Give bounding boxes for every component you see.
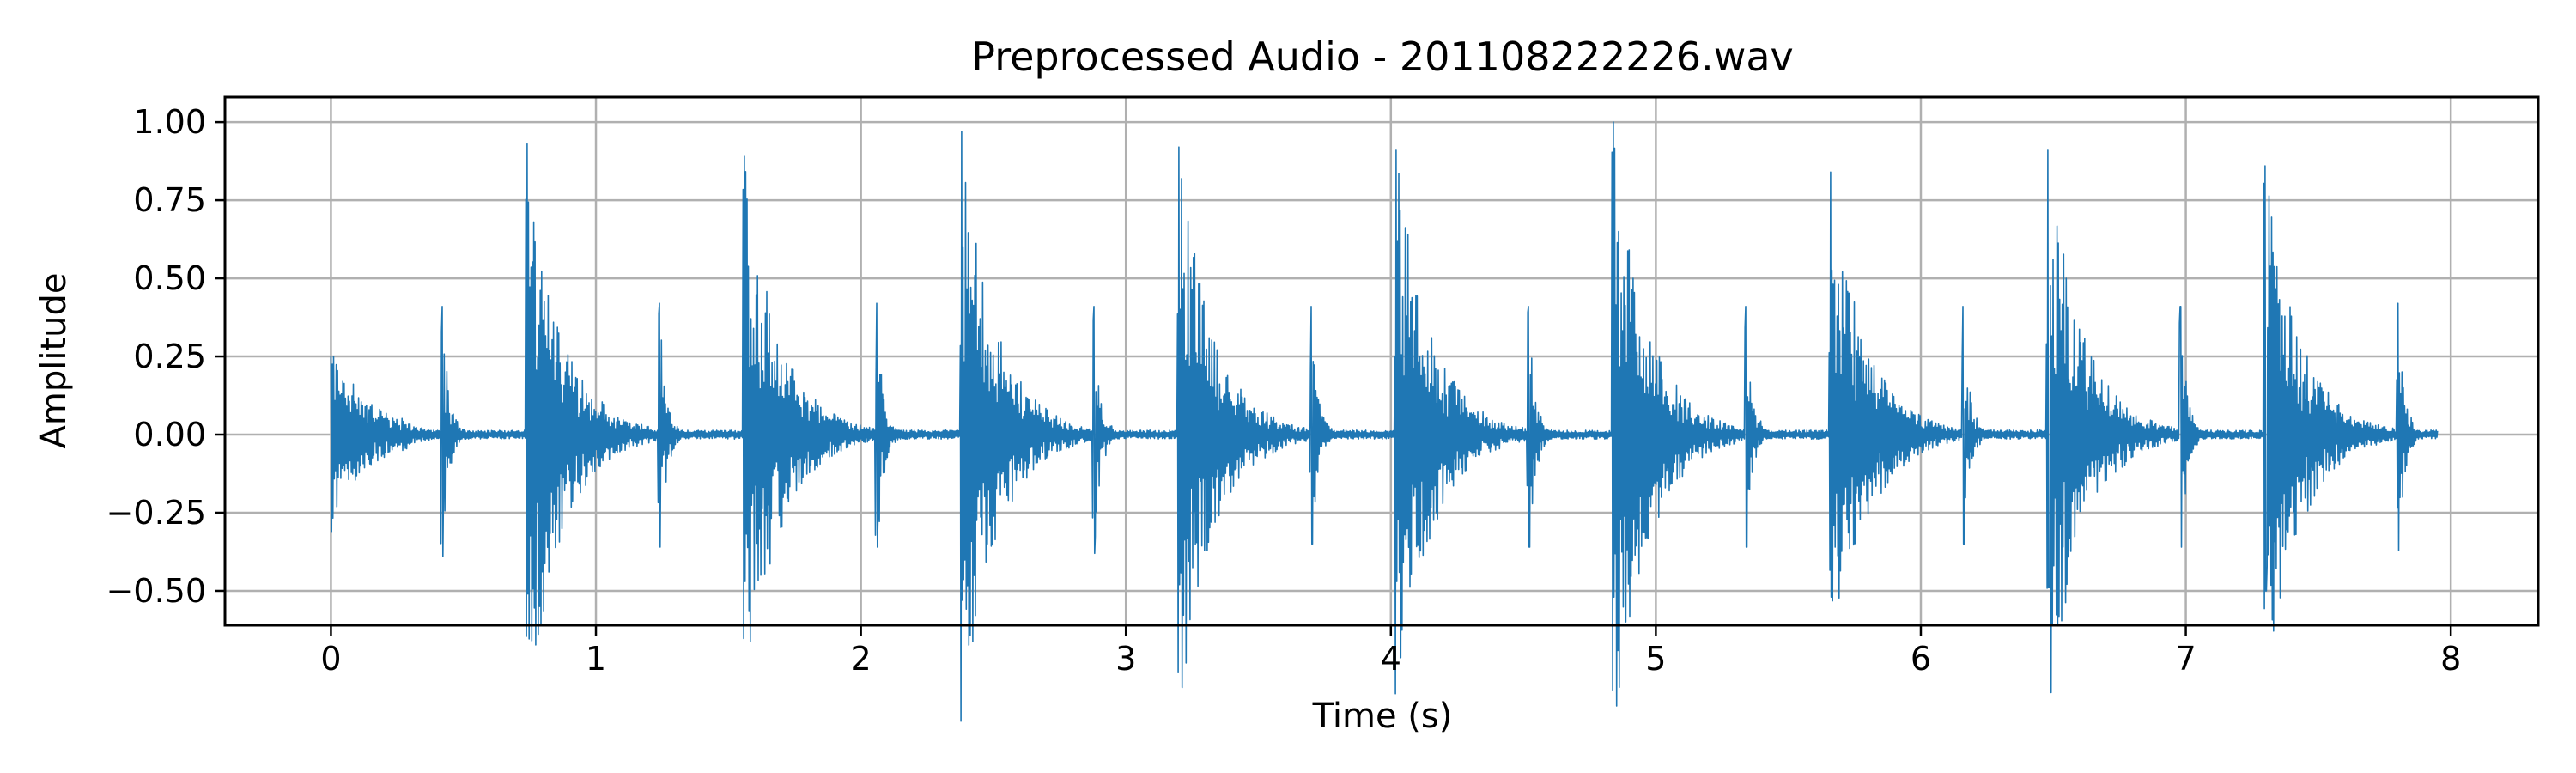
x-tick-label: 5 — [1645, 640, 1666, 678]
x-tick-label: 3 — [1115, 640, 1136, 678]
y-tick-label: 1.00 — [133, 103, 206, 141]
x-tick-label: 1 — [586, 640, 606, 678]
chart-title: Preprocessed Audio - 201108222226.wav — [971, 33, 1793, 80]
x-tick-label: 0 — [320, 640, 341, 678]
y-axis-label: Amplitude — [34, 273, 74, 449]
y-axis: 1.00 0.75 0.50 0.25 0.00 −0.25 −0.50 — [106, 103, 225, 610]
x-axis: 0 1 2 3 4 5 6 7 8 — [320, 625, 2461, 678]
y-tick-label: 0.25 — [133, 338, 206, 375]
waveform-series — [330, 121, 2439, 722]
y-tick-label: 0.50 — [133, 259, 206, 297]
x-tick-label: 2 — [851, 640, 872, 678]
y-tick-label: 0.00 — [133, 416, 206, 453]
plot-frame — [223, 95, 2540, 627]
x-tick-label: 8 — [2440, 640, 2461, 678]
y-tick-label: 0.75 — [133, 181, 206, 219]
y-tick-label: −0.25 — [106, 494, 206, 532]
x-tick-label: 6 — [1911, 640, 1931, 678]
x-axis-label: Time (s) — [1312, 697, 1453, 736]
x-tick-label: 4 — [1381, 640, 1401, 678]
y-tick-label: −0.50 — [106, 572, 206, 610]
x-tick-label: 7 — [2175, 640, 2196, 678]
waveform-line — [330, 121, 2439, 722]
